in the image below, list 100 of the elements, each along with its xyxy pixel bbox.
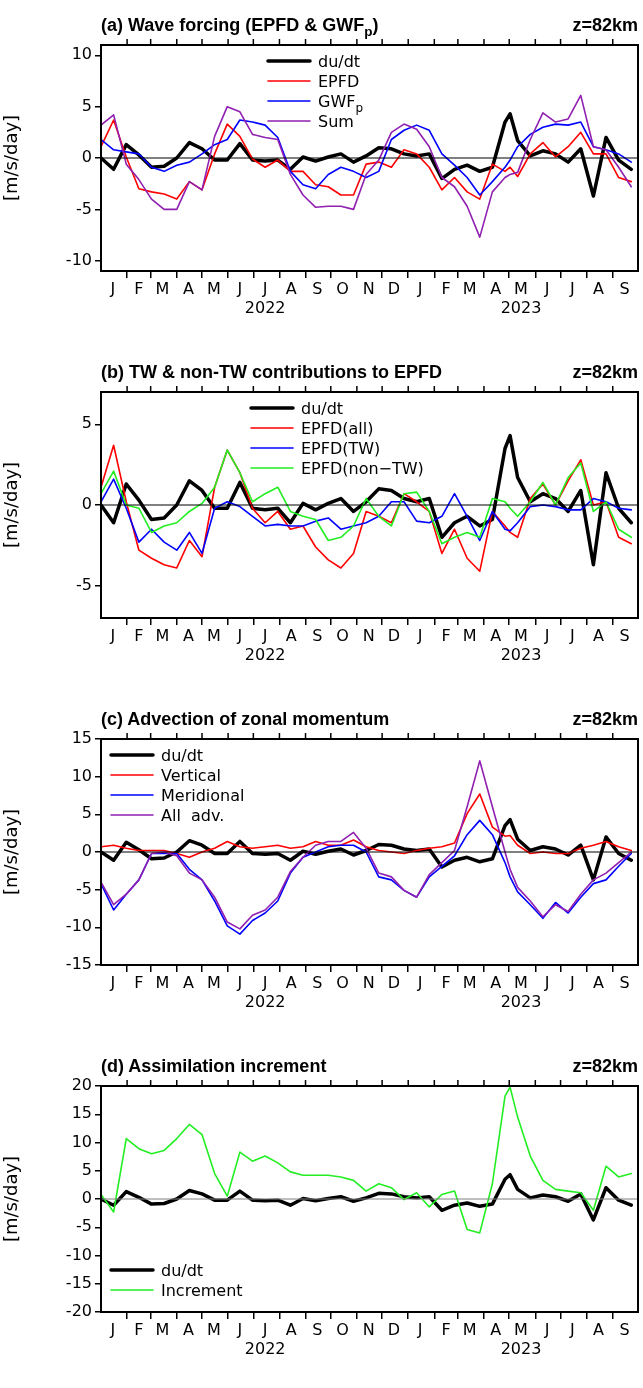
x-tick-label: M 2023 [500,1319,542,1358]
y-tick-label: 10 [71,765,92,785]
x-tick-label: M [155,278,170,298]
x-tick-label: A [490,278,502,298]
x-tick-label: J 2022 [244,1319,286,1358]
chart-subtitle: z=82km [572,1056,639,1076]
x-tick-label: O [336,278,349,298]
legend-label: du/dt [317,52,361,71]
x-tick-label: F [441,625,451,645]
legend-label: All adv. [161,806,225,825]
legend-label: du/dt [161,746,204,765]
x-tick-label: S [619,972,630,992]
x-tick-label: M 2023 [500,278,542,317]
x-tick-label: M [462,278,477,298]
chart-title: (c) Advection of zonal momentum [101,709,390,729]
x-tick-label: J [568,972,575,992]
x-tick-label: A [490,625,502,645]
y-tick-label: 5 [81,413,92,433]
x-tick-label: J [236,972,243,992]
x-tick-label: O [336,625,349,645]
legend-label: EPFD(TW) [301,439,381,458]
legend-label: Sum [317,112,354,131]
x-tick-label: F [441,1319,451,1339]
y-tick-label: -10 [65,1244,92,1264]
y-tick-label: 15 [71,728,92,748]
legend-label: du/dt [161,1261,204,1280]
y-tick-label: -5 [76,1216,92,1236]
x-tick-label: M [206,625,221,645]
x-tick-label: M [155,972,170,992]
x-tick-label: S [619,1319,630,1339]
x-tick-label: F [134,625,144,645]
y-tick-label: -20 [65,1301,92,1321]
x-tick-label: J [568,1319,575,1339]
legend-label: du/dt [301,399,344,418]
x-tick-label: M [206,1319,221,1339]
y-tick-label: 20 [71,1075,92,1095]
x-tick-label: M [462,972,477,992]
x-tick-label: F [441,278,451,298]
x-tick-label: M [155,625,170,645]
y-tick-label: 5 [81,95,92,115]
x-tick-label: J [543,1319,550,1339]
x-tick-label: S [619,625,630,645]
x-tick-label: A [285,278,297,298]
y-tick-label: -10 [65,249,92,269]
x-tick-label: M [155,1319,170,1339]
x-tick-label: M [462,625,477,645]
x-tick-label: O [336,1319,349,1339]
x-tick-label: J [416,1319,423,1339]
y-axis-title: [m/s/day] [0,808,22,896]
x-tick-label: J [416,972,423,992]
legend-label: Vertical [161,766,221,785]
x-tick-label: J [236,625,243,645]
x-tick-label: M [462,1319,477,1339]
x-tick-label: J [109,625,116,645]
x-tick-label: J [416,278,423,298]
legend-label: Increment [161,1281,243,1300]
y-tick-label: -15 [65,1272,92,1292]
y-tick-label: -5 [76,198,92,218]
x-tick-label: A [490,1319,502,1339]
x-tick-label: M 2023 [500,625,542,664]
x-tick-label: S [619,278,630,298]
x-tick-label: A [183,625,195,645]
y-tick-label: -5 [76,878,92,898]
x-tick-label: A [285,972,297,992]
y-tick-label: -5 [76,574,92,594]
y-tick-label: 10 [71,1131,92,1151]
x-tick-label: A [183,1319,195,1339]
y-tick-label: 0 [81,494,92,514]
y-axis-title: [m/s/day] [0,1155,22,1243]
chart-title: (b) TW & non-TW contributions to EPFD [101,362,442,382]
x-tick-label: J [568,625,575,645]
y-tick-label: -15 [65,954,92,974]
y-tick-label: 5 [81,1159,92,1179]
x-tick-label: S [312,972,323,992]
x-tick-label: J 2022 [244,625,286,664]
y-tick-label: 0 [81,1188,92,1208]
x-tick-label: J [543,972,550,992]
x-tick-label: J [109,1319,116,1339]
x-tick-label: N [362,1319,375,1339]
x-tick-label: M [206,972,221,992]
x-tick-label: J 2022 [244,278,286,317]
chart-subtitle: z=82km [572,709,639,729]
legend-label: EPFD [317,72,360,91]
x-tick-label: F [134,278,144,298]
x-tick-label: A [592,972,604,992]
x-tick-label: A [285,1319,297,1339]
x-tick-label: M [206,278,221,298]
x-tick-label: J [543,278,550,298]
x-tick-label: J [568,278,575,298]
x-tick-label: J [109,972,116,992]
x-tick-label: F [134,1319,144,1339]
x-tick-label: J [109,278,116,298]
x-tick-label: S [312,625,323,645]
x-tick-label: M 2023 [500,972,542,1011]
chart-subtitle: z=82km [572,362,639,382]
legend-label: EPFD(all) [301,419,374,438]
x-tick-label: A [183,278,195,298]
x-tick-label: A [285,625,297,645]
x-tick-label: F [441,972,451,992]
x-tick-label: A [592,1319,604,1339]
